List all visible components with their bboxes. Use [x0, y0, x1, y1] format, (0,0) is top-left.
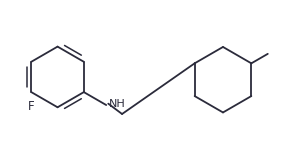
Text: NH: NH	[109, 99, 126, 109]
Text: F: F	[28, 100, 35, 113]
